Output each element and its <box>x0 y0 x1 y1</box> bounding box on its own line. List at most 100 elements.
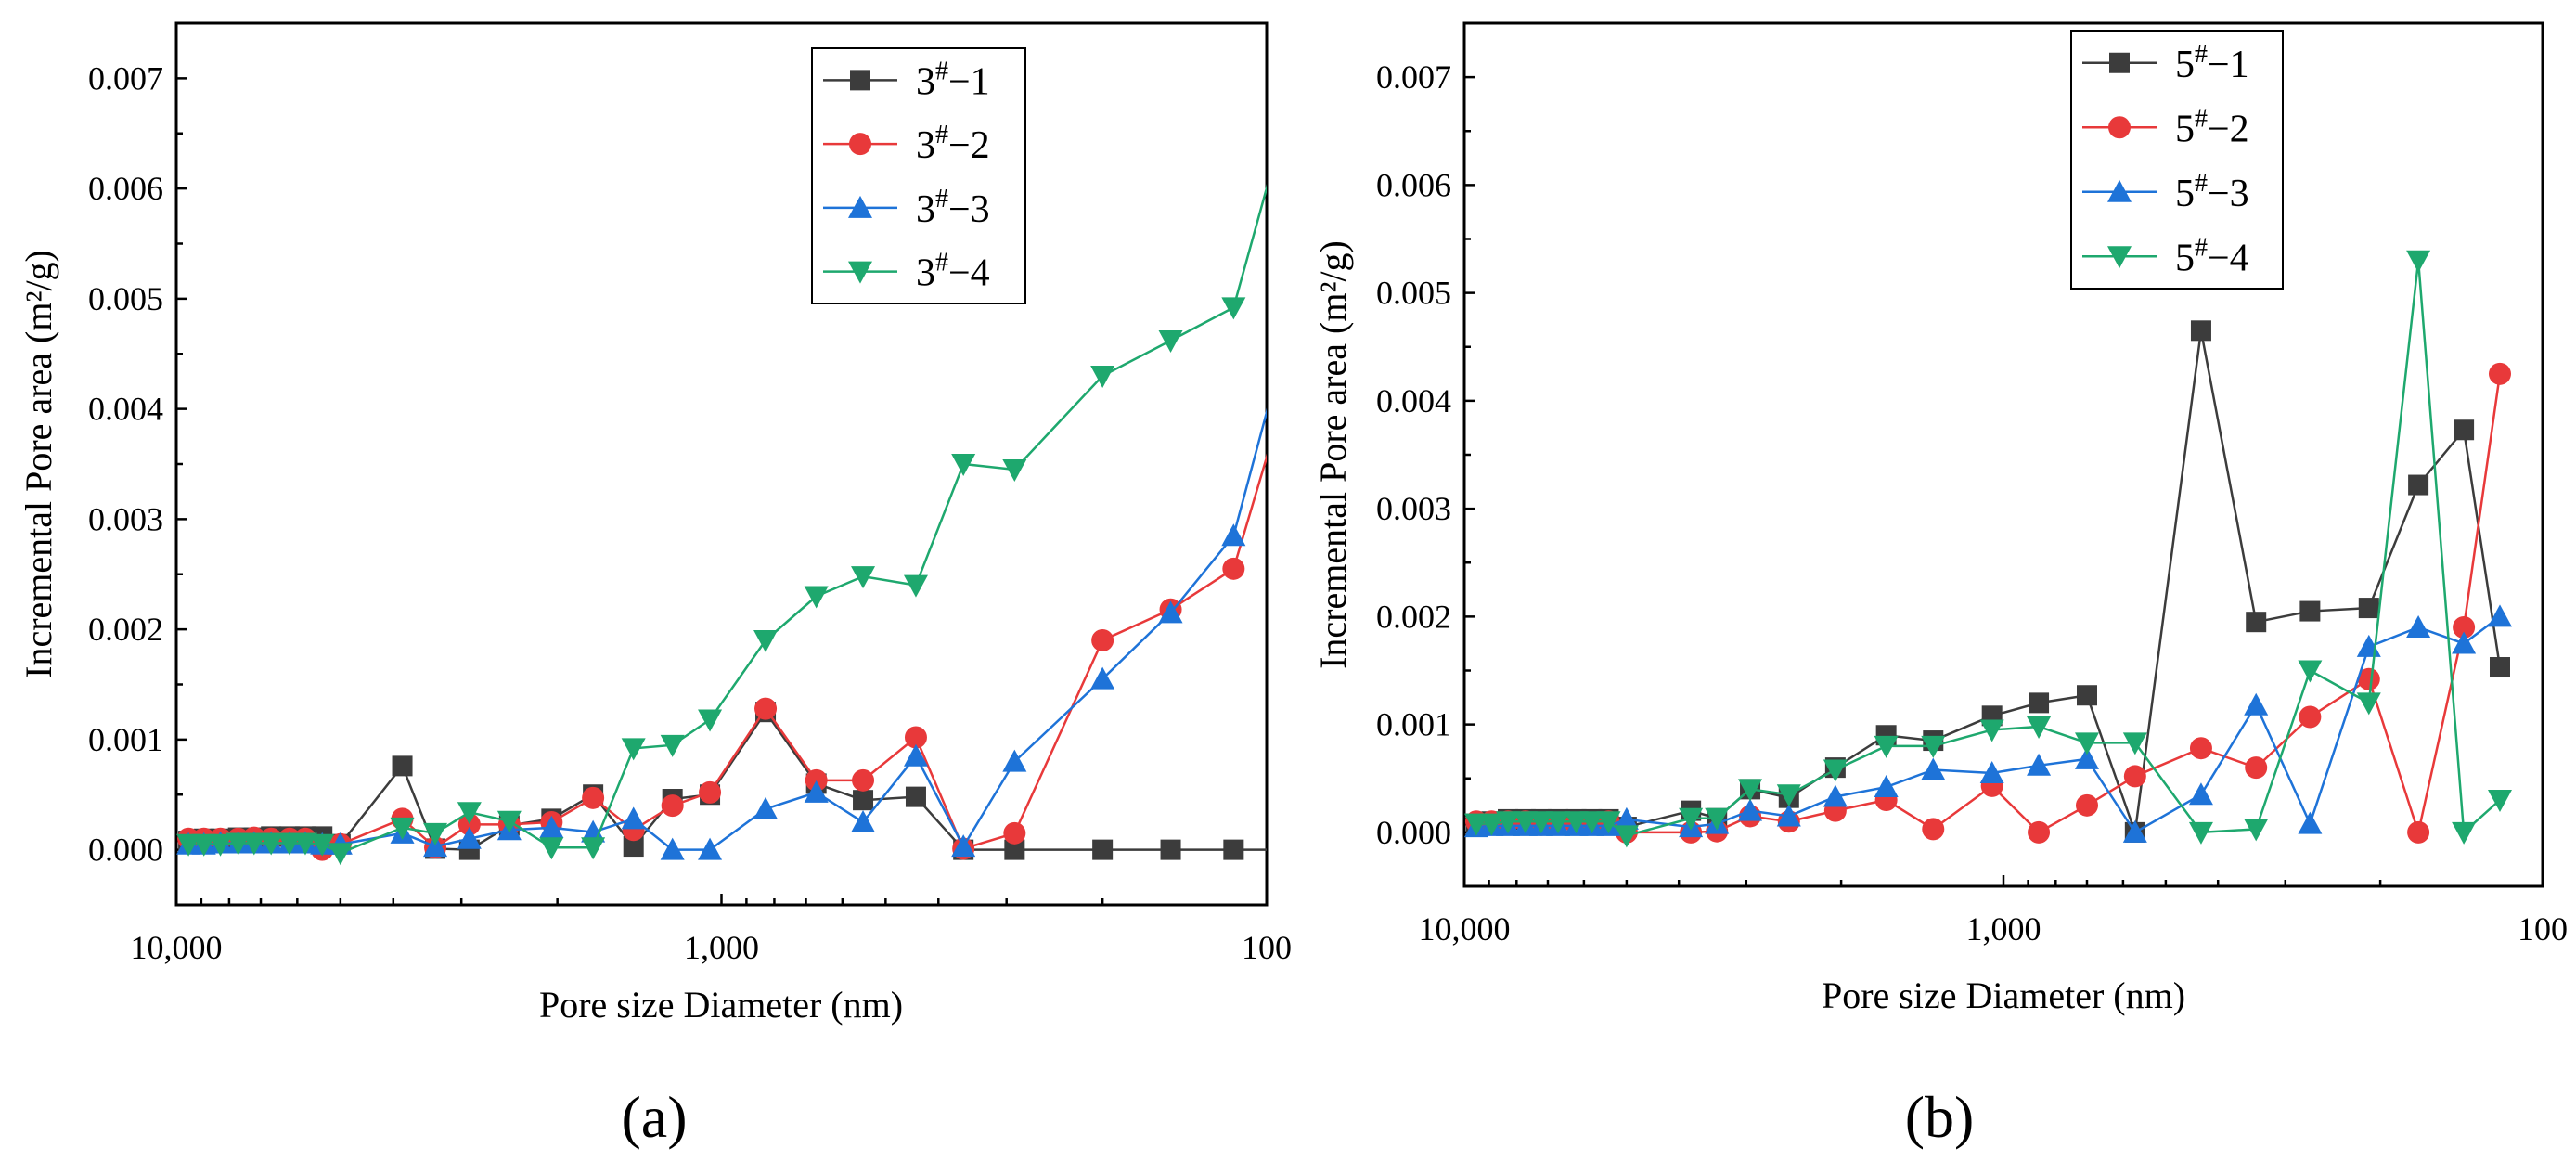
data-point <box>1579 811 1604 834</box>
data-point <box>1160 839 1181 860</box>
data-point <box>2406 615 2431 638</box>
data-point <box>2407 820 2430 844</box>
data-point <box>1479 813 1504 836</box>
data-point <box>1002 749 1027 772</box>
data-point <box>1874 775 1899 798</box>
data-point <box>1091 629 1114 651</box>
legend-marker <box>849 133 871 156</box>
data-point <box>1158 330 1183 353</box>
data-point <box>903 574 928 598</box>
x-axis-title: Pore size Diameter (nm) <box>539 984 903 1026</box>
data-point <box>423 834 448 858</box>
legend-label: 5#−1 <box>2175 40 2249 86</box>
data-point <box>1222 557 1245 580</box>
legend-label: 3#−4 <box>916 249 990 295</box>
data-point <box>1679 807 1704 831</box>
data-point <box>2122 732 2147 755</box>
legend-label: 5#−2 <box>2175 104 2249 150</box>
data-point <box>1614 825 1639 848</box>
data-point <box>2452 821 2477 845</box>
data-point <box>2487 604 2512 627</box>
data-point <box>1267 135 1291 157</box>
data-point <box>804 780 829 803</box>
data-point <box>661 794 684 818</box>
data-point <box>581 819 606 843</box>
data-point <box>191 833 216 857</box>
data-point <box>496 810 522 833</box>
data-point <box>1464 813 1488 836</box>
x-tick-label: 1,000 <box>1966 910 2041 948</box>
data-point <box>457 826 482 849</box>
data-point <box>1738 779 1763 802</box>
data-point <box>698 709 723 732</box>
data-point <box>2076 685 2097 706</box>
series-line-2 <box>1475 373 2502 837</box>
data-point <box>1528 811 1553 834</box>
data-point <box>2122 819 2147 843</box>
data-point <box>2074 746 2099 769</box>
legend-label: 5#−3 <box>2175 169 2249 215</box>
data-point <box>2299 705 2322 729</box>
data-point <box>1090 666 1115 690</box>
data-point <box>1979 760 2004 783</box>
legend: 5#−1 5#−2 5#−3 5#−4 <box>2070 30 2284 290</box>
data-point <box>1922 818 1945 841</box>
data-point <box>1313 154 1337 176</box>
y-tick-label: 0.006 <box>1376 166 1451 203</box>
x-axis-title: Pore size Diameter (nm) <box>1822 974 2185 1016</box>
data-point <box>805 768 828 792</box>
series-line-1 <box>1475 330 2502 833</box>
data-point <box>2188 782 2213 806</box>
data-point <box>1003 821 1026 845</box>
panel-label-a: (a) <box>621 1084 687 1150</box>
data-point <box>1221 297 1246 320</box>
data-point <box>259 832 284 856</box>
y-tick-label: 0.004 <box>1376 382 1451 419</box>
y-axis-title: Incremental Pore area (m²/g) <box>1312 240 1354 669</box>
plot-area <box>176 135 1337 866</box>
y-tick-label: 0.007 <box>1376 58 1451 96</box>
data-point <box>2453 616 2476 639</box>
y-tick-label: 0.002 <box>1376 598 1451 635</box>
data-point <box>1221 523 1246 547</box>
data-point <box>623 836 644 858</box>
data-point <box>1090 366 1115 388</box>
data-point <box>699 780 722 804</box>
x-tick-label: 100 <box>1242 929 1292 966</box>
series-line-1 <box>187 709 1267 851</box>
legend-label: 3#−2 <box>916 121 990 167</box>
data-point <box>698 837 723 860</box>
legend: 3#−1 3#−2 3#−3 3#−4 <box>811 47 1026 304</box>
data-point <box>2244 692 2269 716</box>
data-point <box>2027 716 2052 739</box>
data-point <box>1921 735 1946 758</box>
data-point <box>423 822 448 845</box>
y-tick-label: 0.000 <box>88 832 163 869</box>
legend-label: 5#−4 <box>2175 233 2249 279</box>
data-point <box>1092 839 1114 860</box>
data-point <box>2406 250 2431 273</box>
data-point <box>1513 811 1538 834</box>
data-point <box>754 697 778 720</box>
data-point <box>660 837 685 860</box>
data-point <box>621 738 646 761</box>
legend-label: 3#−1 <box>916 57 990 103</box>
data-point <box>2245 756 2268 780</box>
y-tick-label: 0.005 <box>1376 275 1451 312</box>
data-point <box>1738 798 1763 821</box>
data-point <box>2358 598 2379 619</box>
chart-panel-a: 0.000 0.001 0.002 0.003 0.004 0.005 0.006 0.007… <box>18 21 1337 1026</box>
data-point <box>277 832 302 856</box>
x-tick-label: 100 <box>2518 910 2568 948</box>
data-point <box>392 755 413 777</box>
plot-area <box>1464 250 2512 848</box>
data-point <box>903 743 928 767</box>
data-point <box>2188 821 2213 845</box>
data-point <box>1776 804 1801 827</box>
data-point <box>1002 458 1027 482</box>
data-point <box>853 790 874 811</box>
data-point <box>1546 811 1571 834</box>
data-point <box>241 832 266 856</box>
data-point <box>852 768 875 792</box>
legend-marker <box>848 261 872 284</box>
